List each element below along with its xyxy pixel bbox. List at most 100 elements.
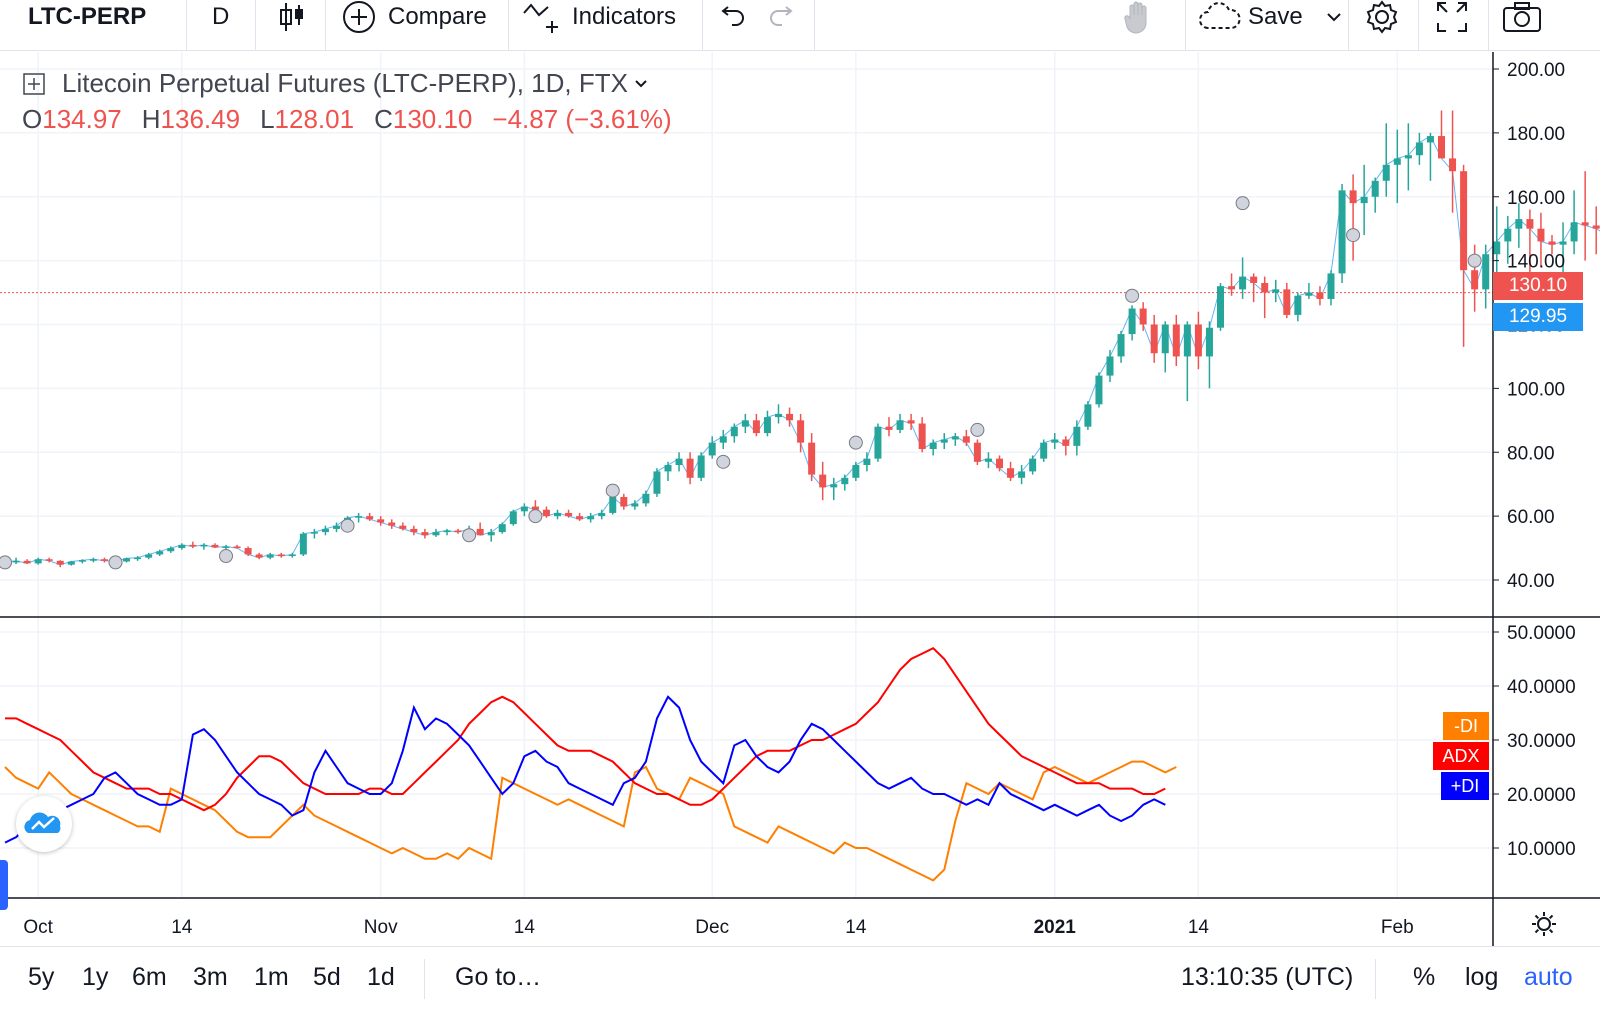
range-1y-button[interactable]: 1y [82, 963, 109, 991]
candle-body [830, 484, 838, 488]
candle-body [962, 436, 970, 443]
close-key: C [374, 104, 393, 134]
candle-body [355, 516, 363, 518]
x-tick-label: Dec [695, 917, 729, 938]
interval-button[interactable]: D [212, 3, 230, 30]
marker-circle [108, 555, 123, 570]
candle-body [432, 532, 440, 536]
y-tick-label: 100.00 [1507, 379, 1565, 400]
range-1d-button[interactable]: 1d [367, 963, 395, 991]
y-tick-label: 40.00 [1507, 571, 1555, 592]
camera-icon [1503, 2, 1541, 32]
log-toggle[interactable]: log [1465, 963, 1499, 991]
candle-body [377, 519, 385, 523]
last-price-tag: 130.10 [1493, 272, 1583, 300]
clock-time[interactable]: 13:10:35 (UTC) [1181, 963, 1354, 991]
range-5y-button[interactable]: 5y [28, 963, 55, 991]
candles-icon [280, 3, 303, 31]
candle-body [741, 420, 749, 427]
save-label: Save [1248, 3, 1303, 30]
auto-toggle[interactable]: auto [1524, 963, 1573, 991]
chart-settings-icon[interactable] [1530, 910, 1558, 938]
candle-body [951, 436, 959, 440]
symbol-title: Litecoin Perpetual Futures (LTC-PERP), 1… [62, 68, 628, 98]
chart-type-button[interactable] [278, 0, 306, 34]
candle-body [1073, 426, 1081, 446]
plus-di-tag: +DI [1441, 772, 1489, 800]
hand-button[interactable] [1122, 0, 1156, 34]
top-toolbar: LTC-PERP D Compare Indicators [0, 0, 1600, 51]
candle-body [1338, 190, 1346, 274]
ohlc-values: O134.97 H136.49 L128.01 C130.10 −4.87 (−… [22, 104, 672, 135]
candle-body [907, 420, 915, 424]
settings-button[interactable] [1364, 0, 1400, 34]
candle-body [973, 442, 981, 462]
marker-circle [0, 555, 12, 570]
undo-icon [721, 6, 744, 26]
tradingview-logo-icon [24, 812, 61, 833]
candle-body [841, 477, 849, 485]
candle-body [1172, 324, 1180, 357]
candle-body [1404, 155, 1412, 159]
candle-body [542, 509, 550, 517]
candle-body [1062, 439, 1070, 446]
candle-body [1007, 468, 1015, 478]
range-1m-button[interactable]: 1m [254, 963, 289, 991]
indicators-label: Indicators [572, 3, 677, 30]
marker-circle [605, 483, 620, 498]
chevron-down-icon[interactable] [634, 79, 648, 89]
symbol-search-button[interactable]: LTC-PERP [28, 3, 147, 30]
fullscreen-button[interactable] [1436, 0, 1468, 34]
candle-body [1471, 270, 1479, 290]
candlestick-chart [0, 110, 1600, 570]
side-panel-tab[interactable] [0, 860, 8, 910]
percent-toggle[interactable]: % [1413, 963, 1436, 991]
x-tick-label: 14 [514, 917, 536, 938]
candle-body [874, 426, 882, 459]
hand-icon [1124, 1, 1147, 34]
candle-body [531, 506, 539, 510]
candle-body [421, 532, 429, 536]
collapse-icon[interactable] [22, 72, 46, 96]
series-line-di [4, 695, 1166, 844]
toolbar-divider [1488, 0, 1489, 50]
undo-button[interactable] [718, 0, 746, 34]
close-value: 130.10 [392, 104, 473, 134]
candle-body [1449, 158, 1457, 172]
save-button[interactable]: Save [1198, 0, 1343, 34]
candle-body [1272, 289, 1280, 293]
plus-circle-icon [343, 1, 375, 33]
compare-button[interactable]: Compare [342, 0, 487, 34]
x-tick-label: 14 [171, 917, 193, 938]
high-value: 136.49 [160, 104, 241, 134]
range-3m-button[interactable]: 3m [193, 963, 228, 991]
indicators-icon [523, 3, 558, 33]
candle-body [752, 420, 760, 434]
candle-body [156, 551, 164, 555]
candle-body [56, 560, 64, 565]
minus-di-tag: -DI [1443, 712, 1489, 740]
candle-body [819, 474, 827, 488]
candle-body [266, 554, 274, 558]
candle-body [299, 533, 307, 555]
candle-body [1360, 196, 1368, 204]
redo-button[interactable] [768, 0, 796, 34]
candle-body [1371, 180, 1379, 197]
indicators-button[interactable]: Indicators [522, 0, 676, 34]
tradingview-logo[interactable] [16, 796, 72, 852]
candle-body [200, 544, 208, 547]
snapshot-button[interactable] [1502, 0, 1542, 34]
candle-body [1316, 292, 1324, 299]
candle-body [476, 528, 484, 536]
range-6m-button[interactable]: 6m [132, 963, 167, 991]
candle-body [686, 458, 694, 478]
go-to-button[interactable]: Go to… [455, 963, 542, 991]
candle-body [786, 413, 794, 421]
candle-body [509, 511, 517, 525]
candle-body [1161, 324, 1169, 354]
candle-body [719, 436, 727, 443]
candle-body [487, 532, 495, 536]
chart-canvas[interactable]: Oct 14 Nov 14 Dec 14 2021 14 Feb 200.00 180.00 160.… [0, 0, 1600, 946]
range-5d-button[interactable]: 5d [313, 963, 341, 991]
candle-body [100, 559, 108, 561]
